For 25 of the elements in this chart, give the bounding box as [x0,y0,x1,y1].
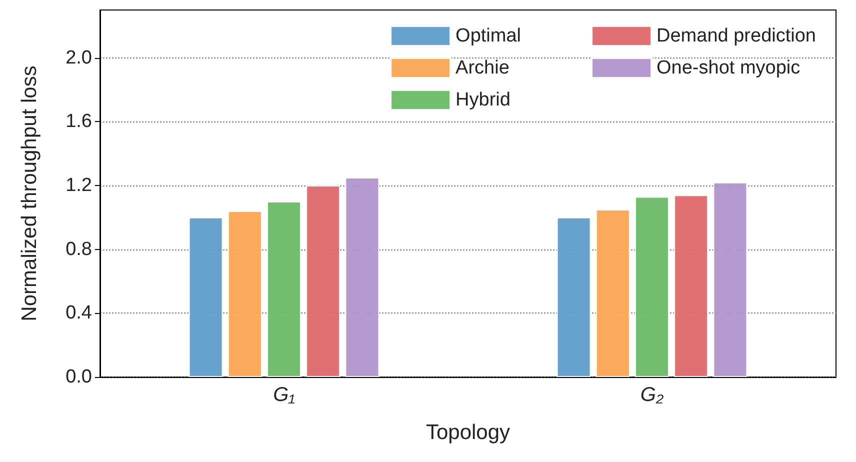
y-tick-label: 0.8 [66,238,92,260]
legend-label: Optimal [456,26,522,46]
bar [345,178,380,377]
legend-label: Hybrid [456,90,510,110]
y-tick-label: 1.6 [66,111,92,132]
x-axis-title: Topology [426,421,511,444]
bar [306,186,340,377]
bar [596,209,630,377]
bar [228,211,262,377]
y-tick-label: 1.2 [66,175,92,196]
bar [674,195,708,377]
y-tick-label: 0.0 [66,366,92,388]
legend-label: Demand prediction [656,26,816,46]
x-tick-label: G₁ [273,384,295,406]
bar [556,217,591,377]
bar [713,182,748,377]
bar [267,201,301,377]
legend-label: Archie [456,58,510,78]
bar [635,196,669,377]
x-tick-label: G₂ [640,384,664,406]
bar [188,217,223,377]
y-tick-label: 0.4 [66,302,92,324]
legend-label: One-shot myopic [656,58,800,78]
y-tick-label: 2.0 [66,47,92,68]
y-axis-title: Normalized throughput loss [18,66,41,322]
